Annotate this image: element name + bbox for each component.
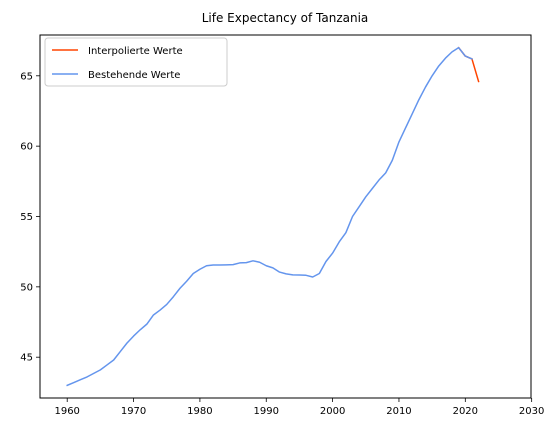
chart-title: Life Expectancy of Tanzania (202, 11, 369, 25)
legend-label: Interpolierte Werte (88, 46, 183, 57)
x-tick-label: 1990 (254, 406, 279, 417)
legend-label: Bestehende Werte (88, 70, 180, 81)
series-line-1 (66, 46, 473, 387)
y-axis: 45 50 55 60 65 (20, 71, 40, 364)
x-tick-label: 2010 (386, 406, 411, 417)
y-tick-label: 55 (20, 212, 33, 223)
legend: Interpolierte Werte Bestehende Werte (44, 37, 228, 87)
y-tick-label: 60 (20, 142, 33, 153)
x-tick-label: 1980 (187, 406, 212, 417)
x-axis: 1960 1970 1980 1990 2000 2010 2020 2030 (54, 398, 544, 417)
x-tick-label: 1960 (54, 406, 79, 417)
x-tick-label: 2030 (519, 406, 544, 417)
x-tick-label: 2020 (453, 406, 478, 417)
y-tick-label: 45 (20, 353, 33, 364)
x-tick-label: 1970 (121, 406, 146, 417)
y-tick-label: 65 (20, 71, 33, 82)
x-tick-label: 2000 (320, 406, 345, 417)
plot-lines (66, 46, 480, 387)
legend-box (44, 37, 228, 87)
y-tick-label: 50 (20, 282, 33, 293)
